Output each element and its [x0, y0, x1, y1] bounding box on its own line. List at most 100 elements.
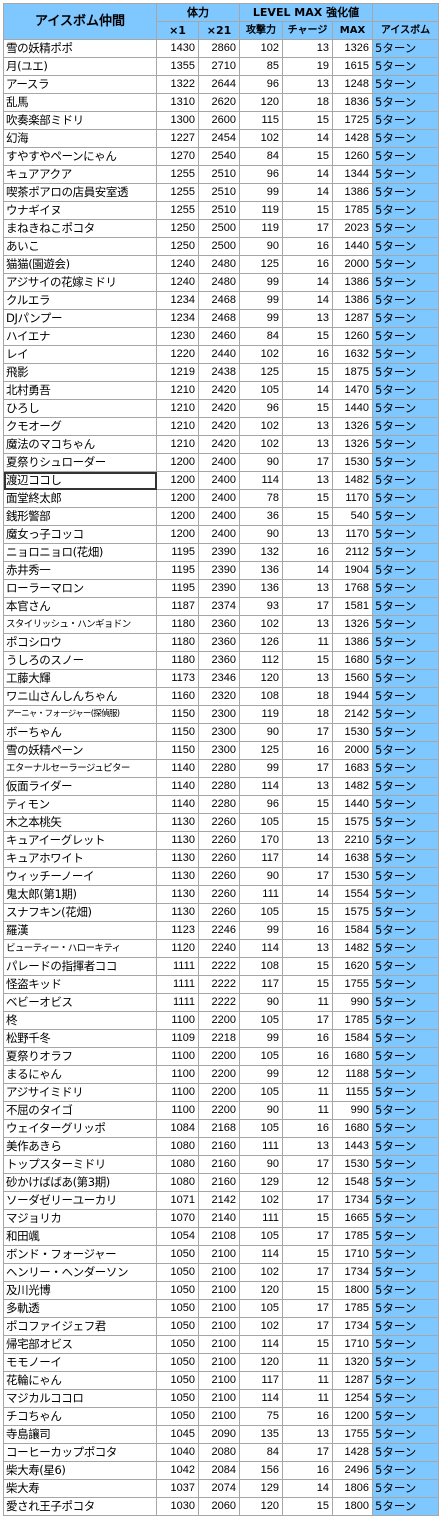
- name-cell[interactable]: 喫茶ポアロの店員安室透: [3, 183, 157, 202]
- hp-x21-cell[interactable]: 2218: [198, 1029, 240, 1048]
- hp-x1-cell[interactable]: 1200: [156, 489, 199, 508]
- name-cell[interactable]: 猫猫(園遊会): [3, 255, 157, 274]
- attack-cell[interactable]: 90: [239, 237, 283, 256]
- icebomb-cell[interactable]: 5ターン: [372, 1389, 439, 1408]
- attack-cell[interactable]: 114: [239, 1335, 283, 1354]
- icebomb-cell[interactable]: 5ターン: [372, 525, 439, 544]
- hp-x21-cell[interactable]: 2360: [198, 633, 240, 652]
- charge-cell[interactable]: 17: [282, 1263, 333, 1282]
- charge-cell[interactable]: 14: [282, 849, 333, 868]
- icebomb-cell[interactable]: 5ターン: [372, 597, 439, 616]
- hp-x21-cell[interactable]: 2620: [198, 93, 240, 112]
- attack-cell[interactable]: 114: [239, 777, 283, 796]
- name-cell[interactable]: 幻海: [3, 129, 157, 148]
- attack-cell[interactable]: 132: [239, 543, 283, 562]
- name-cell[interactable]: アースラ: [3, 75, 157, 94]
- hp-x21-cell[interactable]: 2160: [198, 1155, 240, 1174]
- icebomb-cell[interactable]: 5ターン: [372, 651, 439, 670]
- max-cell[interactable]: 1386: [332, 291, 373, 310]
- charge-cell[interactable]: 15: [282, 975, 333, 994]
- max-cell[interactable]: 1326: [332, 417, 373, 436]
- charge-cell[interactable]: 18: [282, 93, 333, 112]
- hp-x1-cell[interactable]: 1200: [156, 471, 199, 490]
- name-cell[interactable]: 木之本桃矢: [3, 813, 157, 832]
- hp-x21-cell[interactable]: 2510: [198, 165, 240, 184]
- charge-cell[interactable]: 17: [282, 1299, 333, 1318]
- icebomb-cell[interactable]: 5ターン: [372, 1443, 439, 1462]
- icebomb-cell[interactable]: 5ターン: [372, 1191, 439, 1210]
- charge-cell[interactable]: 14: [282, 1479, 333, 1498]
- name-cell[interactable]: 本官さん: [3, 597, 157, 616]
- hp-x21-cell[interactable]: 2260: [198, 903, 240, 922]
- charge-cell[interactable]: 11: [282, 1389, 333, 1408]
- name-cell[interactable]: 松野千冬: [3, 1029, 157, 1048]
- name-cell[interactable]: アジサイミドリ: [3, 1083, 157, 1102]
- charge-cell[interactable]: 13: [282, 1137, 333, 1156]
- max-cell[interactable]: 1428: [332, 129, 373, 148]
- hp-x1-cell[interactable]: 1071: [156, 1191, 199, 1210]
- charge-cell[interactable]: 17: [282, 1011, 333, 1030]
- charge-cell[interactable]: 15: [282, 1209, 333, 1228]
- icebomb-cell[interactable]: 5ターン: [372, 489, 439, 508]
- attack-cell[interactable]: 105: [239, 1047, 283, 1066]
- name-cell[interactable]: まねきねこポコタ: [3, 219, 157, 238]
- max-cell[interactable]: 1344: [332, 165, 373, 184]
- hp-x21-cell[interactable]: 2500: [198, 237, 240, 256]
- hp-x1-cell[interactable]: 1030: [156, 1497, 199, 1516]
- attack-cell[interactable]: 105: [239, 1011, 283, 1030]
- hp-x1-cell[interactable]: 1100: [156, 1101, 199, 1120]
- name-cell[interactable]: 赤井秀一: [3, 561, 157, 580]
- hp-x1-cell[interactable]: 1130: [156, 885, 199, 904]
- attack-cell[interactable]: 90: [239, 993, 283, 1012]
- name-cell[interactable]: スナフキン(花畑): [3, 903, 157, 922]
- max-cell[interactable]: 1443: [332, 1137, 373, 1156]
- attack-cell[interactable]: 105: [239, 1299, 283, 1318]
- charge-cell[interactable]: 16: [282, 255, 333, 274]
- attack-cell[interactable]: 85: [239, 57, 283, 76]
- max-cell[interactable]: 1386: [332, 633, 373, 652]
- max-cell[interactable]: 1904: [332, 561, 373, 580]
- charge-cell[interactable]: 16: [282, 1461, 333, 1480]
- icebomb-cell[interactable]: 5ターン: [372, 543, 439, 562]
- hp-x21-cell[interactable]: 2438: [198, 363, 240, 382]
- hp-x1-cell[interactable]: 1200: [156, 453, 199, 472]
- max-cell[interactable]: 1482: [332, 939, 373, 958]
- name-cell[interactable]: 工藤大輝: [3, 669, 157, 688]
- charge-cell[interactable]: 16: [282, 741, 333, 760]
- icebomb-cell[interactable]: 5ターン: [372, 1425, 439, 1444]
- charge-cell[interactable]: 15: [282, 1497, 333, 1516]
- charge-cell[interactable]: 14: [282, 381, 333, 400]
- name-cell[interactable]: 北村勇吾: [3, 381, 157, 400]
- icebomb-cell[interactable]: 5ターン: [372, 561, 439, 580]
- hp-x21-cell[interactable]: 2468: [198, 291, 240, 310]
- charge-cell[interactable]: 14: [282, 273, 333, 292]
- attack-cell[interactable]: 129: [239, 1173, 283, 1192]
- max-cell[interactable]: 2142: [332, 705, 373, 724]
- charge-cell[interactable]: 13: [282, 777, 333, 796]
- hp-x21-cell[interactable]: 2200: [198, 1065, 240, 1084]
- icebomb-cell[interactable]: 5ターン: [372, 1461, 439, 1480]
- hp-x1-cell[interactable]: 1050: [156, 1281, 199, 1300]
- hp-x21-cell[interactable]: 2168: [198, 1119, 240, 1138]
- hp-x21-cell[interactable]: 2390: [198, 561, 240, 580]
- charge-cell[interactable]: 15: [282, 1245, 333, 1264]
- name-cell[interactable]: 寺島讓司: [3, 1425, 157, 1444]
- icebomb-cell[interactable]: 5ターン: [372, 1371, 439, 1390]
- hp-x1-cell[interactable]: 1255: [156, 183, 199, 202]
- charge-cell[interactable]: 13: [282, 435, 333, 454]
- hp-x1-cell[interactable]: 1200: [156, 507, 199, 526]
- attack-cell[interactable]: 117: [239, 849, 283, 868]
- max-cell[interactable]: 1581: [332, 597, 373, 616]
- max-cell[interactable]: 1768: [332, 579, 373, 598]
- attack-cell[interactable]: 105: [239, 1083, 283, 1102]
- attack-cell[interactable]: 102: [239, 435, 283, 454]
- max-cell[interactable]: 1326: [332, 435, 373, 454]
- name-cell[interactable]: 銭形警部: [3, 507, 157, 526]
- icebomb-cell[interactable]: 5ターン: [372, 147, 439, 166]
- name-cell[interactable]: 鬼太郎(第1期): [3, 885, 157, 904]
- hp-x21-cell[interactable]: 2222: [198, 957, 240, 976]
- charge-cell[interactable]: 16: [282, 1029, 333, 1048]
- name-cell[interactable]: アジサイの花嫁ミドリ: [3, 273, 157, 292]
- attack-cell[interactable]: 102: [239, 1191, 283, 1210]
- name-cell[interactable]: 花輪にゃん: [3, 1371, 157, 1390]
